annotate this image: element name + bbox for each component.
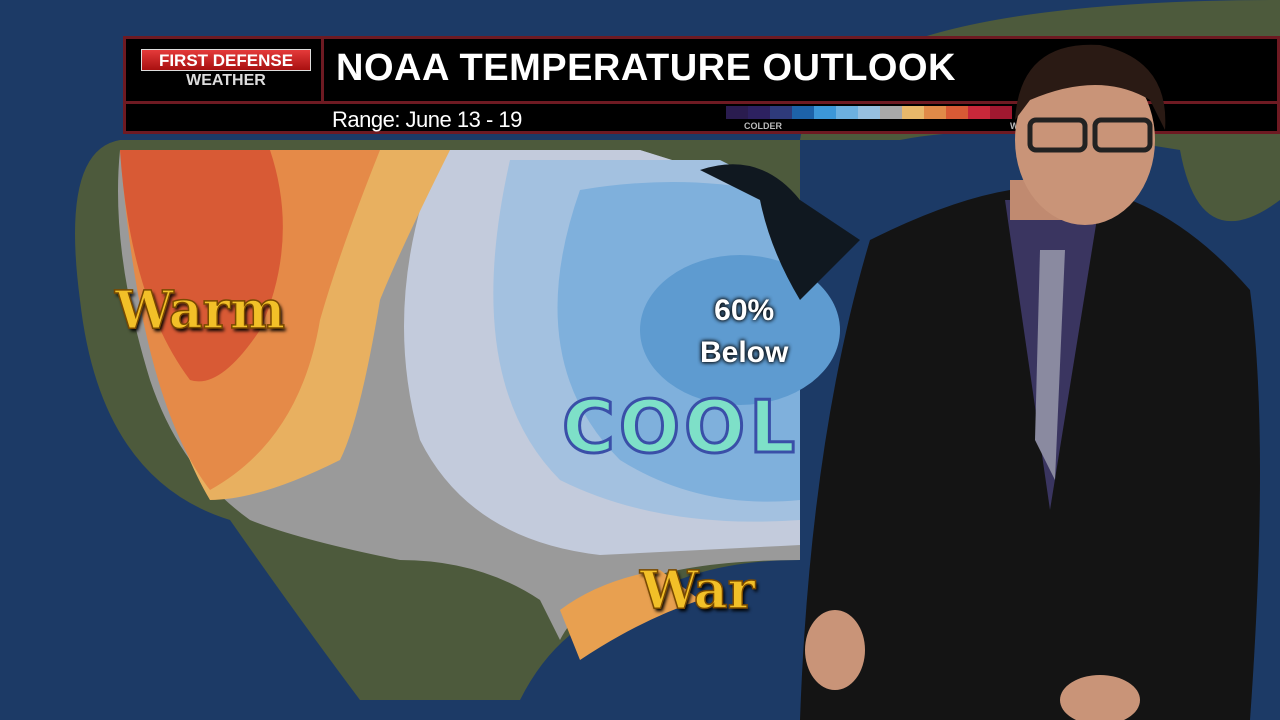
suit-jacket bbox=[800, 190, 1260, 720]
glasses-left bbox=[1027, 117, 1088, 153]
glasses-right bbox=[1092, 117, 1153, 153]
left-hand bbox=[805, 610, 865, 690]
warm-label-south: War bbox=[639, 559, 755, 622]
cool-label: COOL bbox=[560, 384, 800, 471]
below-60-region bbox=[640, 255, 840, 405]
legend-colder-label: COLDER bbox=[744, 121, 782, 131]
legend-swatch bbox=[946, 106, 968, 119]
probability-value: 60% bbox=[714, 294, 775, 327]
logo-weather: WEATHER bbox=[186, 72, 266, 89]
page-title: NOAA TEMPERATURE OUTLOOK bbox=[336, 47, 956, 89]
legend-swatch bbox=[990, 106, 1012, 119]
date-range: Range: June 13 - 19 bbox=[332, 107, 522, 132]
legend-swatch bbox=[858, 106, 880, 119]
above-50-region bbox=[120, 150, 283, 382]
right-hand bbox=[1060, 675, 1140, 720]
color-legend bbox=[726, 106, 1012, 119]
station-logo: FIRST DEFENSE WEATHER bbox=[126, 39, 324, 101]
legend-swatch bbox=[726, 106, 748, 119]
legend-swatch bbox=[902, 106, 924, 119]
legend-swatch bbox=[880, 106, 902, 119]
legend-swatch bbox=[968, 106, 990, 119]
legend-swatch bbox=[792, 106, 814, 119]
legend-swatch bbox=[836, 106, 858, 119]
below-label: Below bbox=[700, 336, 789, 369]
probability-label: 60% Below bbox=[700, 290, 788, 374]
legend-swatch bbox=[814, 106, 836, 119]
legend-swatch bbox=[924, 106, 946, 119]
legend-swatch bbox=[770, 106, 792, 119]
meteorologist-presenter bbox=[800, 44, 1260, 720]
warm-label-west: Warm bbox=[114, 279, 286, 342]
hair bbox=[1015, 44, 1166, 130]
legend-warmer-label: W bbox=[1010, 121, 1019, 131]
subheader-row: Range: June 13 - 19 COLDER W bbox=[126, 101, 1277, 132]
tie bbox=[1035, 250, 1065, 480]
great-lakes bbox=[700, 164, 860, 300]
logo-first-defense: FIRST DEFENSE bbox=[141, 49, 311, 71]
legend-swatch bbox=[748, 106, 770, 119]
above-gulf-region bbox=[560, 570, 700, 660]
